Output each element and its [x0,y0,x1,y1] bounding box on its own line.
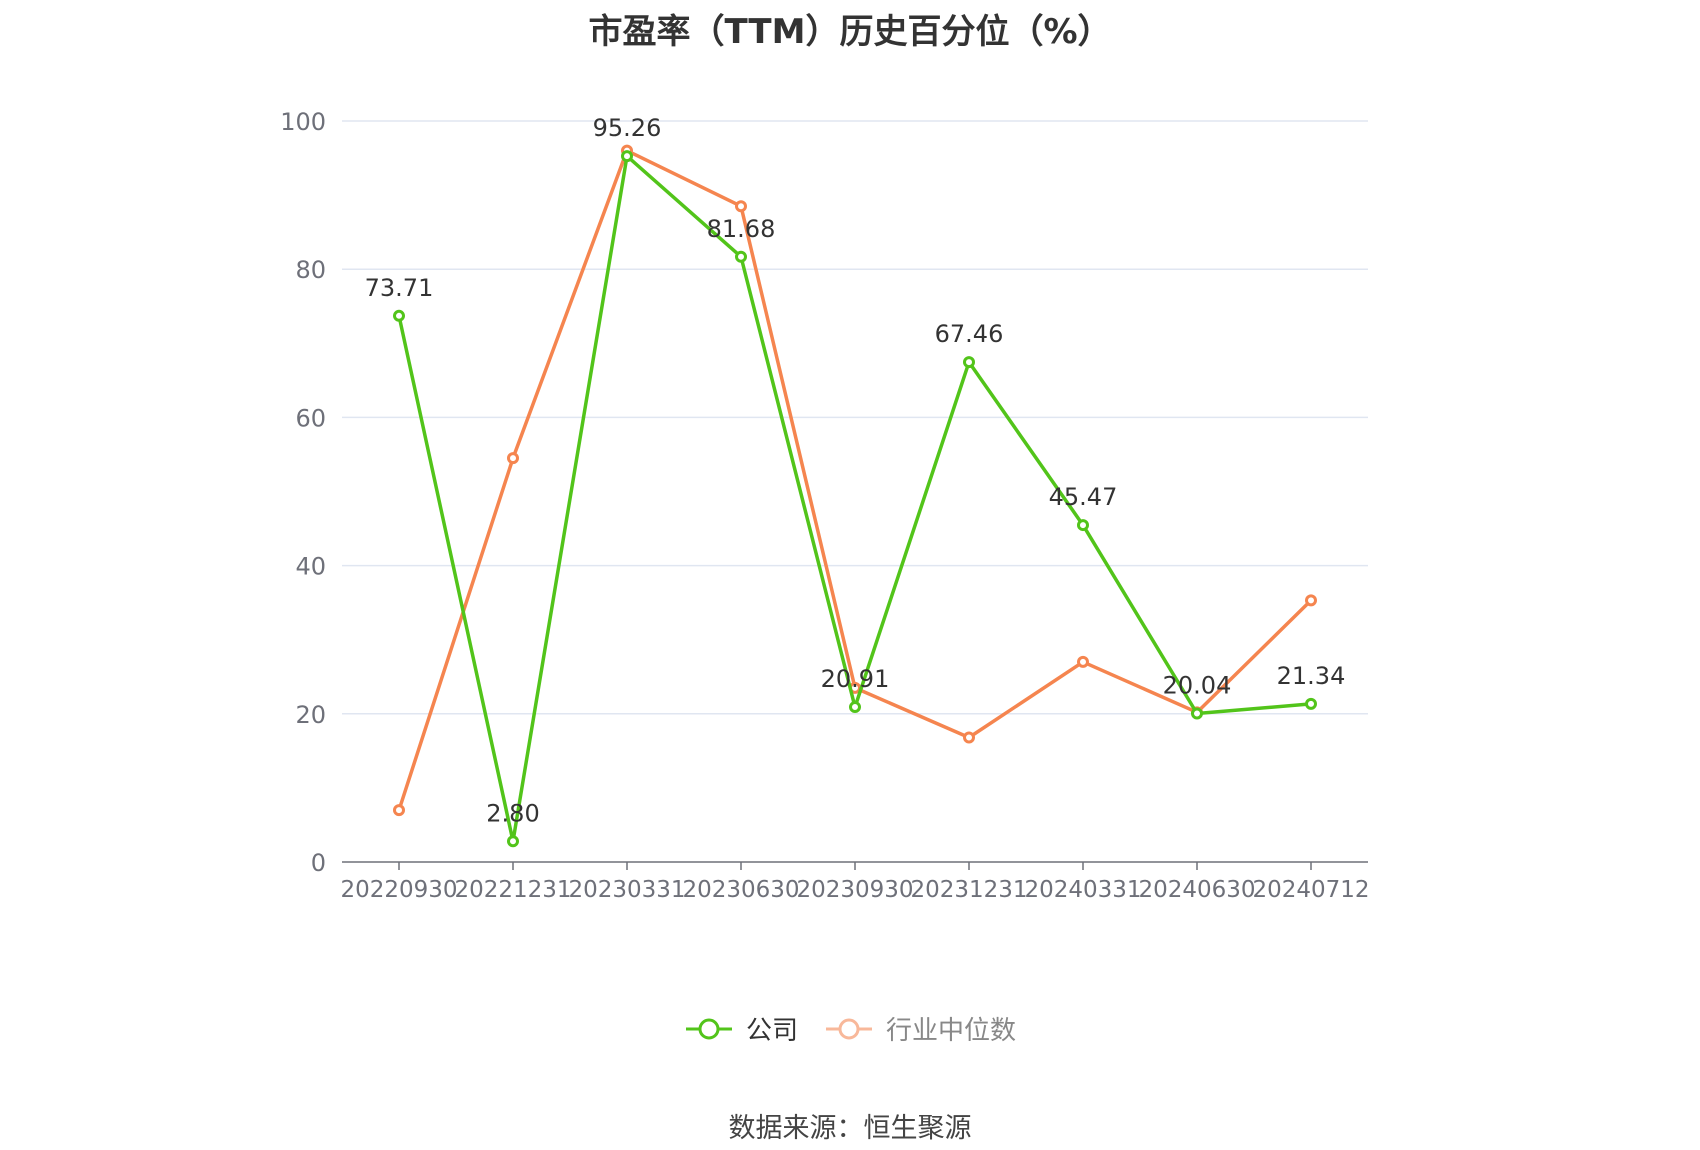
company-data-point [849,701,861,714]
company-data-point [621,150,633,163]
industry-median-data-point [507,452,519,465]
y-tick-label: 20 [295,701,326,729]
chart-title: 市盈率（TTM）历史百分位（%） [588,12,1112,52]
data-labels: 73.71 2.80 95.26 81.68 20.91 67.46 45.47 20.04 2… [365,114,1346,827]
x-tick-label: 20240712 [1252,877,1369,903]
legend-item-company[interactable]: 公司 [684,1010,798,1047]
industry-median-data-point [735,200,747,213]
legend-label-company: 公司 [745,1016,798,1046]
y-tick-label: 40 [295,553,326,581]
company-data-label: 20.04 [1163,672,1232,700]
y-tick-label: 0 [311,849,326,877]
company-data-label: 67.46 [935,320,1004,348]
company-data-point [1305,697,1317,710]
company-data-point [735,250,747,263]
company-data-point [393,309,405,322]
gridlines [342,120,1368,715]
company-data-point [963,356,975,369]
company-data-label: 95.26 [593,114,662,142]
x-tick-label: 20230930 [796,877,913,903]
company-data-label: 45.47 [1049,483,1118,511]
source-note: 数据来源：恒生聚源 [728,1113,972,1144]
industry-median-data-point [393,804,405,817]
company-data-label: 20.91 [821,665,890,693]
company-data-point [507,835,519,848]
legend-item-industry-median[interactable]: 行业中位数 [824,1010,1016,1047]
y-tick-label: 80 [295,256,326,284]
company-series-line [397,154,1312,844]
x-tick-label: 20240331 [1024,877,1141,903]
industry-median-data-point [1077,655,1089,668]
x-tick-label: 20230331 [568,877,685,903]
axes: 0204060801002022093020221231202303312023… [280,108,1369,903]
company-data-label: 73.71 [365,274,434,302]
x-tick-label: 20231231 [910,877,1027,903]
industry-median-data-point [1305,594,1317,607]
legend-line-marker-icon [826,1018,872,1039]
company-data-label: 21.34 [1277,662,1346,690]
company-data-label: 2.80 [486,799,539,827]
series-lines [393,144,1317,848]
industry-median-data-point [963,731,975,744]
x-tick-label: 20221231 [454,877,571,903]
x-tick-label: 20230630 [682,877,799,903]
x-tick-label: 20240630 [1138,877,1255,903]
x-tick-label: 20220930 [340,877,457,903]
legend-line-marker-icon [685,1018,732,1039]
company-data-point [1077,519,1089,532]
legend-label-industry-median: 行业中位数 [886,1016,1017,1046]
company-data-point [1191,707,1203,720]
legend: 公司 行业中位数 [0,1010,1700,1047]
company-data-label: 81.68 [707,215,776,243]
y-tick-label: 100 [280,108,326,136]
y-tick-label: 60 [295,404,326,432]
